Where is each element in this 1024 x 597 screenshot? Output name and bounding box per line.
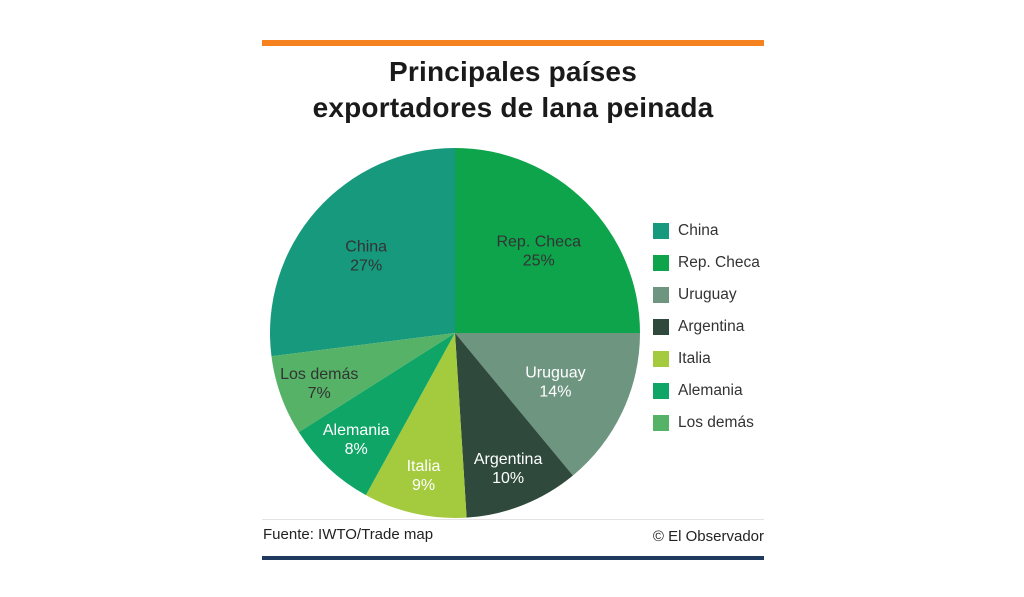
legend-item-los-dem-s: Los demás — [653, 412, 760, 433]
legend-swatch-rep-checa — [653, 254, 669, 271]
pie-slice-china — [270, 148, 455, 357]
legend-swatch-italia — [653, 350, 669, 367]
pie-slice-alemania — [298, 333, 455, 496]
legend-swatch-alemania — [653, 382, 669, 399]
pie-slice-label-uruguay: Uruguay 14% — [525, 364, 585, 400]
pie-slice-rep-checa — [455, 148, 640, 333]
pie-slice-italia — [365, 333, 467, 518]
legend-item-alemania: Alemania — [653, 380, 760, 401]
legend-swatch-uruguay — [653, 286, 669, 303]
legend-item-uruguay: Uruguay — [653, 284, 760, 305]
legend-label-rep-checa: Rep. Checa — [678, 253, 760, 271]
pie-slice-argentina — [455, 333, 573, 518]
title-line-1: Principales países — [389, 56, 637, 87]
pie-slice-label-italia: Italia 9% — [407, 458, 441, 494]
credit-text: © El Observador — [652, 528, 764, 545]
pie-slice-uruguay — [455, 333, 640, 476]
page-title: Principales países exportadores de lana … — [222, 54, 804, 126]
source-text: Fuente: IWTO/Trade map — [263, 526, 434, 543]
legend-item-china: China — [653, 220, 760, 241]
pie-slice-label-argentina: Argentina 10% — [474, 451, 543, 487]
accent-bar — [262, 40, 764, 46]
bottom-bar — [262, 556, 764, 560]
legend-label-italia: Italia — [678, 349, 711, 367]
pie-slice-label-china: China 27% — [345, 239, 387, 275]
legend-label-los-dem-s: Los demás — [678, 413, 754, 431]
legend: China Rep. Checa Uruguay Argentina Italia Ale… — [653, 220, 760, 433]
legend-item-italia: Italia — [653, 348, 760, 369]
title-line-2: exportadores de lana peinada — [312, 92, 714, 123]
legend-item-rep-checa: Rep. Checa — [653, 252, 760, 273]
legend-swatch-china — [653, 222, 669, 239]
pie-slice-los-dem-s — [271, 333, 455, 433]
legend-label-alemania: Alemania — [678, 381, 743, 399]
pie-slice-label-alemania: Alemania 8% — [323, 422, 390, 458]
pie-chart-svg: China 27% Rep. Checa 25% Uruguay 14% Argentina… — [270, 148, 640, 518]
pie-slice-label-rep-checa: Rep. Checa 25% — [496, 233, 581, 269]
pie-slice-label-los-dem-s: Los demás 7% — [280, 366, 358, 402]
legend-label-argentina: Argentina — [678, 317, 745, 335]
footer-divider — [262, 519, 764, 520]
legend-swatch-argentina — [653, 318, 669, 335]
legend-item-argentina: Argentina — [653, 316, 760, 337]
legend-swatch-los-dem-s — [653, 414, 669, 431]
legend-label-uruguay: Uruguay — [678, 285, 737, 303]
pie-chart: China 27% Rep. Checa 25% Uruguay 14% Argentina… — [255, 133, 655, 533]
legend-label-china: China — [678, 221, 719, 239]
